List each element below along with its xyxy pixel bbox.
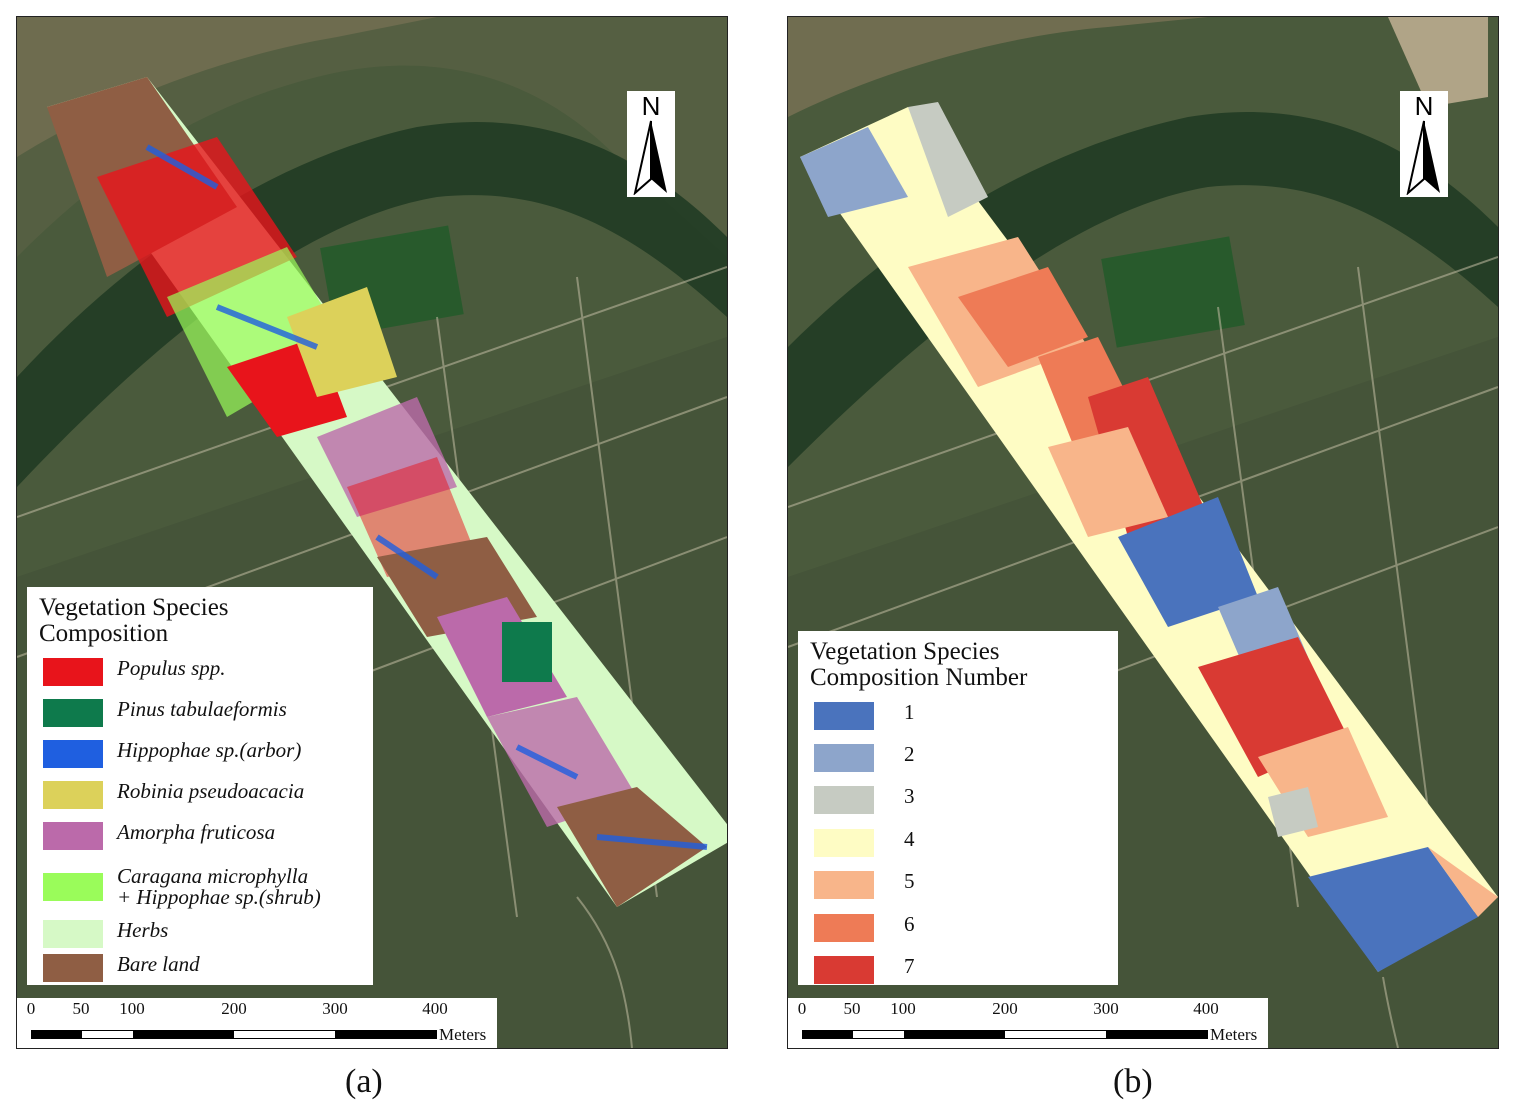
north-label-b: N bbox=[1414, 91, 1434, 121]
scale-tick: 50 bbox=[843, 999, 861, 1018]
legend-swatch bbox=[43, 873, 103, 901]
legend-swatch bbox=[814, 744, 874, 772]
legend-label: Pinus tabulaeformis bbox=[117, 697, 287, 721]
legend-swatch bbox=[43, 822, 103, 850]
legend-label: Caragana microphylla bbox=[117, 864, 309, 888]
legend-label: Amorpha fruticosa bbox=[117, 820, 276, 844]
legend-label: Populus spp. bbox=[117, 656, 226, 680]
legend-swatch bbox=[43, 954, 103, 982]
legend-title-line1: Vegetation Species bbox=[810, 638, 1000, 665]
legend-swatch bbox=[43, 658, 103, 686]
scale-tick: 0 bbox=[797, 999, 807, 1018]
map-panel-a: N Vegetation Species Composition Populus… bbox=[16, 16, 728, 1049]
north-label-a: N bbox=[641, 91, 661, 121]
legend-a: Vegetation Species Composition Populus s… bbox=[27, 587, 373, 985]
legend-label: 3 bbox=[904, 784, 915, 808]
legend-title-b: Vegetation Species Composition Number bbox=[810, 639, 1027, 691]
north-arrow-icon bbox=[1406, 120, 1440, 195]
legend-label: Robinia pseudoacacia bbox=[117, 779, 305, 803]
scale-bar-a: 0 50 100 200 300 400 Meters bbox=[17, 998, 497, 1048]
legend-title-a: Vegetation Species Composition bbox=[39, 595, 229, 647]
scale-tick: 400 bbox=[1193, 999, 1219, 1018]
legend-label: Hippophae sp.(arbor) bbox=[117, 738, 302, 762]
scale-tick: 300 bbox=[1093, 999, 1119, 1018]
legend-swatch bbox=[814, 829, 874, 857]
caption-b: (b) bbox=[1113, 1063, 1153, 1100]
legend-b: Vegetation Species Composition Number 1 … bbox=[798, 631, 1118, 985]
legend-label: Bare land bbox=[117, 952, 200, 976]
legend-swatch bbox=[43, 699, 103, 727]
legend-swatch bbox=[814, 956, 874, 984]
legend-swatch bbox=[814, 871, 874, 899]
scale-unit: Meters bbox=[439, 1025, 487, 1044]
scale-tick: 100 bbox=[890, 999, 916, 1018]
legend-label: 5 bbox=[904, 869, 915, 893]
scale-bar-b: 0 50 100 200 300 400 Meters bbox=[788, 998, 1268, 1048]
legend-title-line1: Vegetation Species bbox=[39, 594, 229, 621]
legend-label: 2 bbox=[904, 742, 915, 766]
north-arrow-a: N bbox=[627, 91, 675, 197]
legend-label: 7 bbox=[904, 954, 915, 978]
scale-tick: 300 bbox=[322, 999, 348, 1018]
scale-tick: 100 bbox=[119, 999, 145, 1018]
scale-bar-graphic bbox=[31, 1030, 437, 1039]
scale-tick: 200 bbox=[221, 999, 247, 1018]
legend-label: Herbs bbox=[117, 918, 169, 942]
caption-a: (a) bbox=[345, 1063, 383, 1100]
legend-swatch bbox=[43, 781, 103, 809]
scale-tick: 200 bbox=[992, 999, 1018, 1018]
composition-strip bbox=[800, 102, 1498, 972]
scale-tick: 400 bbox=[422, 999, 448, 1018]
map-panel-b: N Vegetation Species Composition Number … bbox=[787, 16, 1499, 1049]
scale-unit: Meters bbox=[1210, 1025, 1258, 1044]
classification-strip bbox=[47, 77, 727, 907]
legend-label: 6 bbox=[904, 912, 915, 936]
legend-swatch bbox=[43, 920, 103, 948]
legend-swatch bbox=[814, 786, 874, 814]
scale-tick: 50 bbox=[72, 999, 90, 1018]
north-arrow-b: N bbox=[1400, 91, 1448, 197]
legend-label-line2: + Hippophae sp.(shrub) bbox=[117, 885, 321, 909]
legend-title-line2: Composition Number bbox=[810, 664, 1028, 691]
legend-label: 1 bbox=[904, 700, 915, 724]
legend-swatch bbox=[814, 702, 874, 730]
legend-swatch bbox=[814, 914, 874, 942]
north-arrow-icon bbox=[633, 120, 667, 195]
legend-swatch bbox=[43, 740, 103, 768]
scale-bar-graphic bbox=[802, 1030, 1208, 1039]
legend-label: 4 bbox=[904, 827, 915, 851]
legend-title-line2: Composition bbox=[39, 620, 169, 647]
scale-tick: 0 bbox=[26, 999, 36, 1018]
